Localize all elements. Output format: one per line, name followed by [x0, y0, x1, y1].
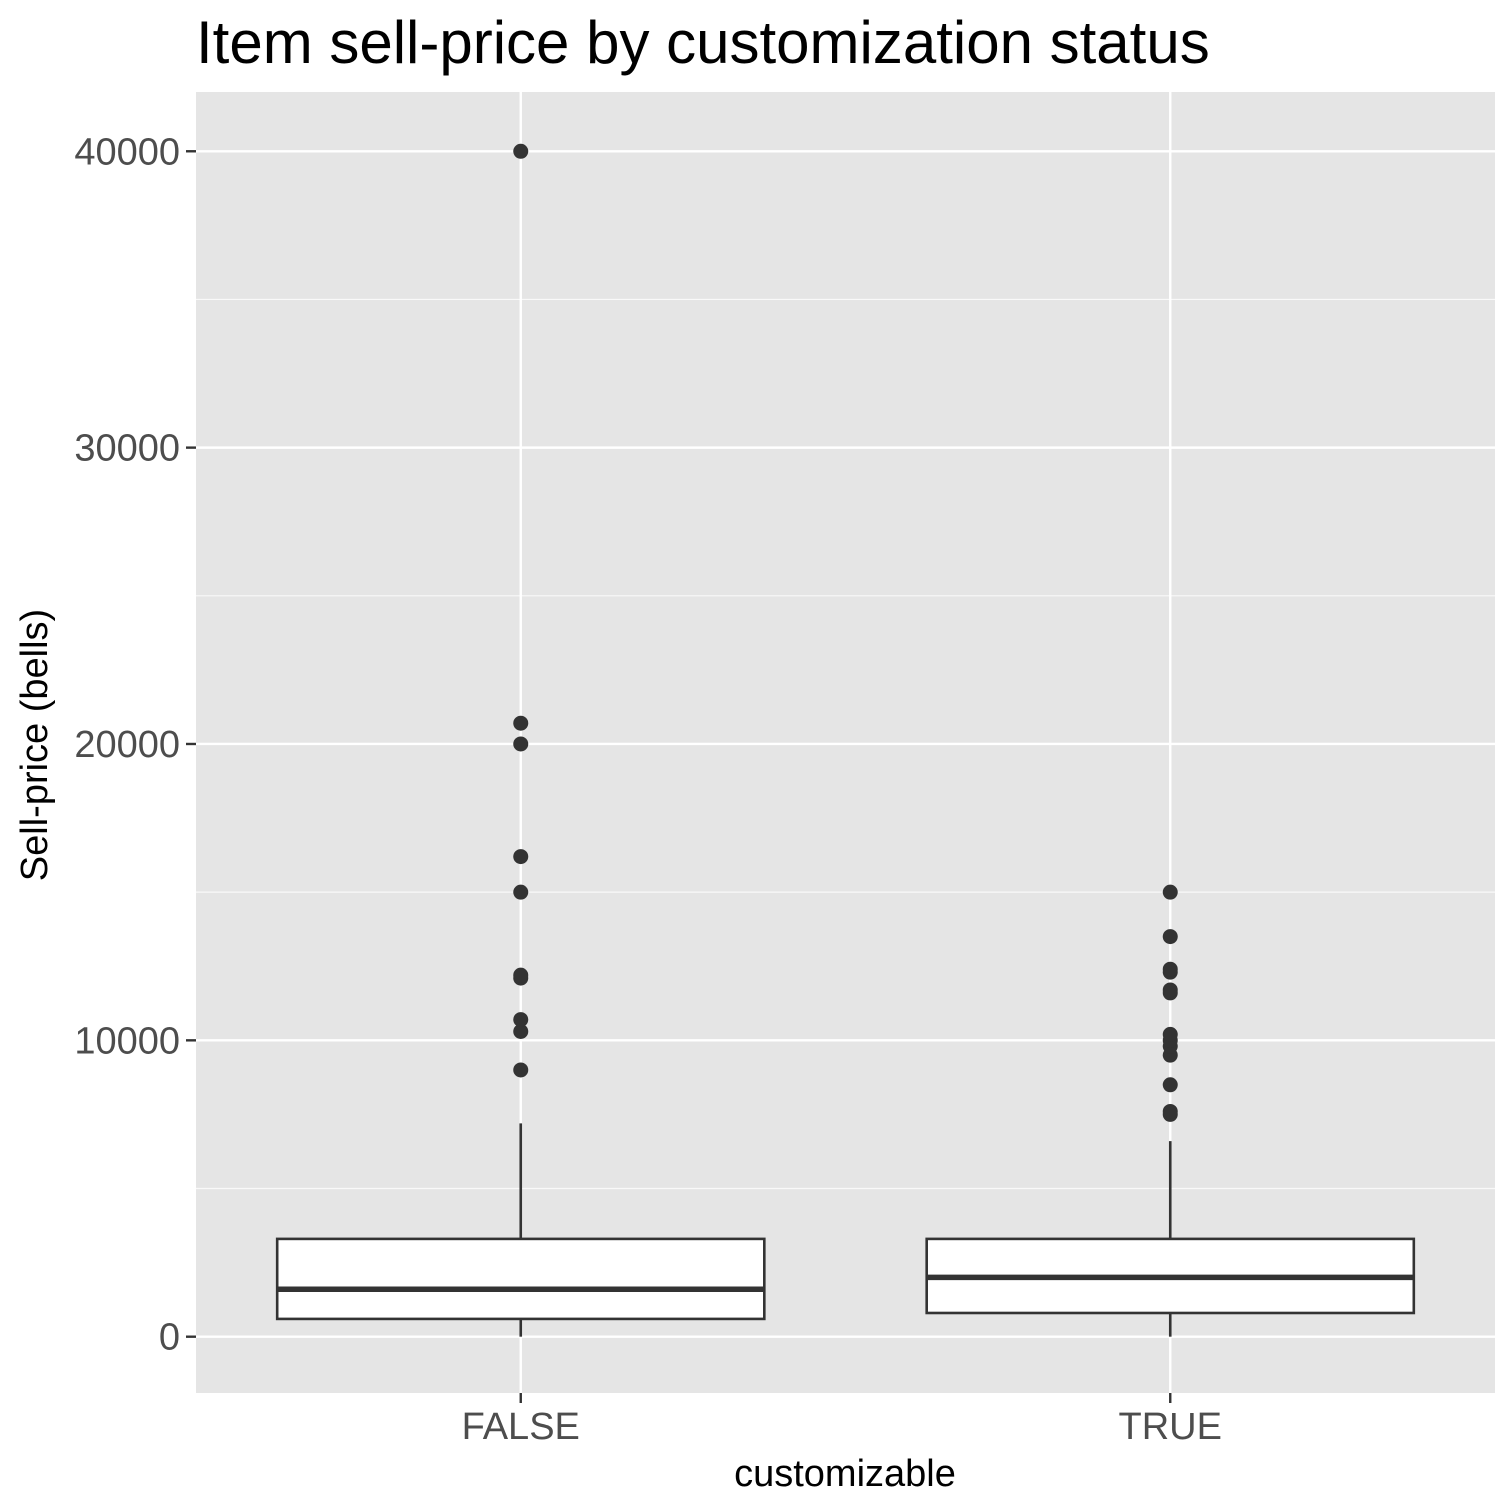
box-group	[275, 143, 1416, 1337]
outlier-point	[513, 1062, 529, 1078]
outlier-point	[1162, 929, 1178, 945]
x-axis-title: customizable	[734, 1453, 956, 1495]
outlier-point	[1162, 982, 1178, 998]
outlier-point	[513, 849, 529, 865]
y-axis: 0 10000 20000 30000 40000	[74, 131, 196, 1359]
outlier-point	[1162, 961, 1178, 977]
y-axis-title: Sell-price (bells)	[14, 609, 56, 881]
outlier-point	[513, 1012, 529, 1028]
outlier-point	[513, 967, 529, 983]
y-tick-label: 10000	[74, 1020, 180, 1062]
x-axis: FALSE TRUE	[462, 1393, 1222, 1448]
outlier-point	[1162, 1103, 1178, 1119]
outlier-point	[1162, 1026, 1178, 1042]
outlier-point	[513, 736, 529, 752]
outlier-point	[1162, 884, 1178, 900]
outlier-point	[513, 884, 529, 900]
minor-gridlines	[196, 298, 1495, 1190]
outlier-point	[513, 715, 529, 731]
y-tick-label: 20000	[74, 724, 180, 766]
chart-title: Item sell-price by customization status	[196, 9, 1210, 76]
y-tick-label: 40000	[74, 131, 180, 173]
outlier-point	[1162, 1077, 1178, 1093]
box-true	[925, 884, 1416, 1337]
x-tick-label: FALSE	[462, 1406, 580, 1448]
box-false	[275, 143, 766, 1337]
outlier-point	[513, 1023, 529, 1039]
y-tick-label: 0	[159, 1317, 180, 1359]
interquartile-box	[275, 1237, 766, 1321]
outlier-point	[513, 143, 529, 159]
y-tick-label: 30000	[74, 428, 180, 470]
plot-panel	[196, 92, 1495, 1393]
x-tick-label: TRUE	[1119, 1406, 1222, 1448]
